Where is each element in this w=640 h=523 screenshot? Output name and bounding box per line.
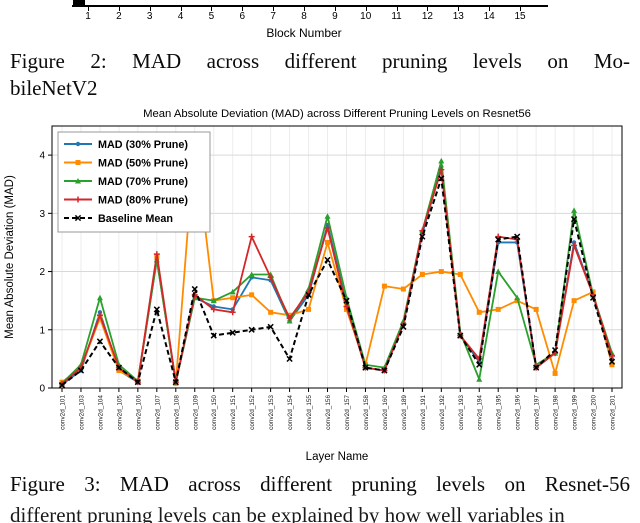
figure2-tick-label: 5 <box>208 11 215 22</box>
svg-text:conv2d_154: conv2d_154 <box>287 395 294 430</box>
svg-text:conv2d_106: conv2d_106 <box>135 395 142 430</box>
svg-text:conv2d_160: conv2d_160 <box>382 395 389 430</box>
figure2-tick-mark <box>242 7 244 11</box>
figure2-tick-mark <box>211 7 213 11</box>
svg-text:MAD (30% Prune): MAD (30% Prune) <box>98 139 188 151</box>
chart-axes-ticks: 0 1 2 3 4 conv2d_101 conv2d_103 conv2d_104 conv2… <box>39 151 616 430</box>
figure2-tick-mark <box>118 7 120 11</box>
svg-text:conv2d_151: conv2d_151 <box>230 395 237 430</box>
figure2-tick-mark <box>365 7 367 11</box>
figure2-tick-label: 4 <box>177 11 184 22</box>
figure2-tick-mark <box>304 7 305 11</box>
figure2-tick-mark <box>489 7 491 11</box>
svg-text:conv2d_109: conv2d_109 <box>192 395 199 430</box>
plot-border <box>51 125 623 389</box>
chart-ylabel: Mean Absolute Deviation (MAD) <box>4 175 16 339</box>
figure2-tick-label: 12 <box>421 11 433 22</box>
svg-text:conv2d_200: conv2d_200 <box>591 395 598 430</box>
figure2-caption-line2: bileNetV2 <box>10 76 98 100</box>
svg-text:conv2d_107: conv2d_107 <box>154 395 161 430</box>
svg-text:conv2d_156: conv2d_156 <box>325 395 332 430</box>
svg-text:conv2d_104: conv2d_104 <box>97 395 104 430</box>
figure2-tick-mark <box>458 7 460 11</box>
svg-text:MAD (50% Prune): MAD (50% Prune) <box>98 157 188 169</box>
svg-text:conv2d_196: conv2d_196 <box>515 395 522 430</box>
svg-text:conv2d_198: conv2d_198 <box>553 395 560 430</box>
svg-text:1: 1 <box>39 325 45 336</box>
svg-text:conv2d_103: conv2d_103 <box>78 395 85 430</box>
svg-text:conv2d_189: conv2d_189 <box>401 395 408 430</box>
figure2-tick-label: 7 <box>270 11 276 22</box>
figure2-tick-label: 6 <box>239 11 246 22</box>
figure2-partial-axis: 1 2 3 4 5 6 7 8 9 10 11 12 13 14 15 Block Number <box>0 0 640 46</box>
figure2-tick-label: 14 <box>483 11 495 22</box>
svg-text:MAD (80% Prune): MAD (80% Prune) <box>98 194 188 206</box>
figure2-tick-mark <box>149 7 151 11</box>
figure2-tick-label: 3 <box>146 11 153 22</box>
svg-text:conv2d_199: conv2d_199 <box>572 395 579 430</box>
figure2-tick-label: 10 <box>360 11 372 22</box>
figure2-tick-mark <box>520 7 521 11</box>
svg-text:Baseline Mean: Baseline Mean <box>98 213 173 225</box>
figure2-tick-mark <box>273 7 275 11</box>
chart-title: Mean Absolute Deviation (MAD) across Dif… <box>143 108 531 120</box>
mad-chart-figure: 0 1 2 3 4 conv2d_101 conv2d_103 conv2d_104 conv2… <box>0 104 640 468</box>
chart-xlabel: Layer Name <box>306 451 369 463</box>
figure2-caption: Figure 2: MAD across different pruning l… <box>0 46 640 104</box>
figure3-caption: Figure 3: MAD across different pruning l… <box>10 472 630 496</box>
svg-text:conv2d_191: conv2d_191 <box>420 395 427 430</box>
svg-text:conv2d_153: conv2d_153 <box>268 395 275 430</box>
svg-text:conv2d_157: conv2d_157 <box>344 395 351 430</box>
figure2-tick-mark <box>396 7 398 11</box>
svg-text:MAD (70% Prune): MAD (70% Prune) <box>98 176 188 188</box>
figure2-tick-label: 9 <box>332 11 338 22</box>
figure2-tick-mark <box>180 7 182 11</box>
figure2-tick-label: 15 <box>514 11 526 22</box>
figure2-tick-label: 13 <box>452 11 464 22</box>
chart-series-lines <box>58 138 616 389</box>
figure2-caption-line1: Figure 2: MAD across different pruning l… <box>10 49 630 73</box>
figure2-tick-mark <box>334 7 336 11</box>
figure2-tick-label: 8 <box>301 11 307 22</box>
chart-legend: MAD (30% Prune) MAD (50% Prune) MAD (70% P… <box>57 131 211 233</box>
figure2-axis-label: Block Number <box>266 26 342 40</box>
svg-text:conv2d_150: conv2d_150 <box>211 395 218 430</box>
figure2-tick-label: 11 <box>391 11 402 22</box>
svg-text:conv2d_155: conv2d_155 <box>306 395 313 430</box>
figure2-plot-fragment <box>73 0 85 6</box>
figure2-tick-mark <box>427 7 429 11</box>
svg-text:3: 3 <box>39 209 45 220</box>
svg-text:conv2d_197: conv2d_197 <box>534 395 541 430</box>
svg-text:conv2d_108: conv2d_108 <box>173 395 180 430</box>
mad-chart: 0 1 2 3 4 conv2d_101 conv2d_103 conv2d_104 conv2… <box>4 108 623 463</box>
svg-text:conv2d_101: conv2d_101 <box>60 395 67 430</box>
svg-text:0: 0 <box>39 384 45 395</box>
svg-text:conv2d_201: conv2d_201 <box>610 395 617 430</box>
figure2-tick-label: 2 <box>116 11 122 22</box>
svg-text:conv2d_152: conv2d_152 <box>249 395 256 430</box>
svg-text:conv2d_158: conv2d_158 <box>363 395 370 430</box>
figure2-tick-mark <box>88 7 89 11</box>
body-text-fragment: different pruning levels can be explaine… <box>10 503 565 523</box>
svg-text:4: 4 <box>39 151 45 162</box>
svg-text:2: 2 <box>39 267 45 278</box>
svg-text:conv2d_195: conv2d_195 <box>496 395 503 430</box>
figure2-tick-label: 1 <box>85 11 91 22</box>
figure2-axis-spine <box>72 5 548 7</box>
svg-text:conv2d_194: conv2d_194 <box>477 395 484 430</box>
svg-text:conv2d_105: conv2d_105 <box>116 395 123 430</box>
svg-text:conv2d_193: conv2d_193 <box>458 395 465 430</box>
svg-text:conv2d_192: conv2d_192 <box>439 395 446 430</box>
